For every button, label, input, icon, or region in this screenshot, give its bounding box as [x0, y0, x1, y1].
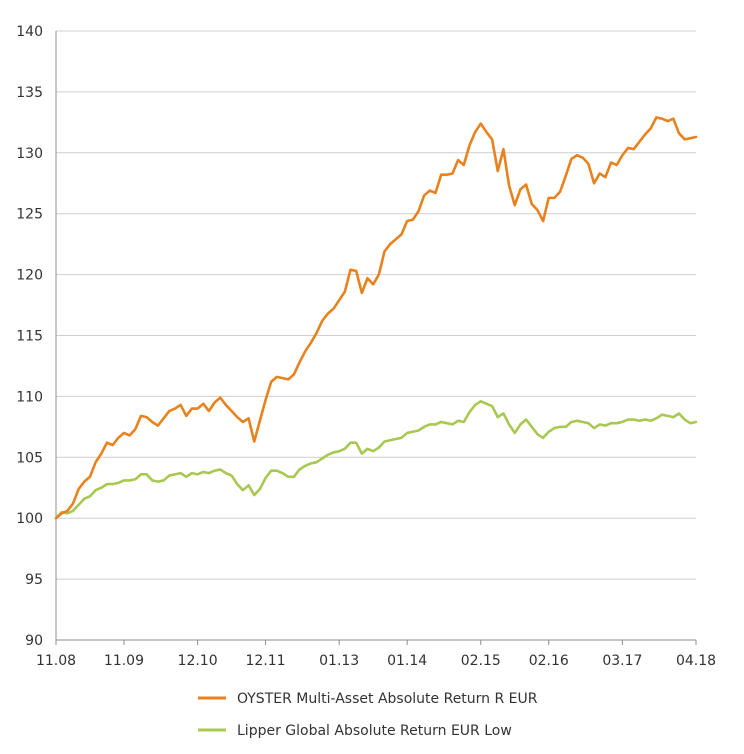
y-tick-labels: 90 95 100 105 110 115 120 125 130 135 140 [16, 24, 43, 649]
x-tick-label: 12.11 [246, 653, 286, 669]
x-tick-label: 02.15 [461, 653, 501, 669]
x-tick-labels: 11.08 11.09 12.10 12.11 01.13 01.14 02.15 02.16… [36, 653, 716, 669]
series-line-2 [54, 399, 698, 520]
y-tick-label: 115 [16, 329, 43, 345]
y-tick-label: 135 [16, 85, 43, 101]
axes [55, 31, 697, 645]
legend-label-2: Lipper Global Absolute Return EUR Low [237, 723, 512, 739]
y-tick-label: 120 [16, 268, 43, 284]
y-tick-label: 95 [25, 572, 43, 588]
x-tick-label: 02.16 [529, 653, 569, 669]
y-tick-label: 140 [16, 24, 43, 40]
series-lines [54, 116, 698, 520]
x-tick-label: 03.17 [602, 653, 642, 669]
x-tick-label: 01.14 [387, 653, 427, 669]
x-tick-label: 12.10 [178, 653, 218, 669]
y-tick-label: 125 [16, 207, 43, 223]
y-tick-label: 90 [25, 633, 43, 649]
x-tick-label: 01.13 [319, 653, 359, 669]
series-line-1 [54, 116, 698, 520]
x-tick-label: 04.18 [676, 653, 716, 669]
x-tick-label: 11.09 [104, 653, 144, 669]
legend-label-1: OYSTER Multi-Asset Absolute Return R EUR [237, 691, 538, 707]
y-tick-label: 100 [16, 511, 43, 527]
y-tick-label: 110 [16, 389, 43, 405]
legend: OYSTER Multi-Asset Absolute Return R EUR… [198, 691, 538, 739]
y-tick-label: 105 [16, 450, 43, 466]
y-tick-label: 130 [16, 146, 43, 162]
gridlines [56, 30, 696, 580]
x-tick-label: 11.08 [36, 653, 76, 669]
